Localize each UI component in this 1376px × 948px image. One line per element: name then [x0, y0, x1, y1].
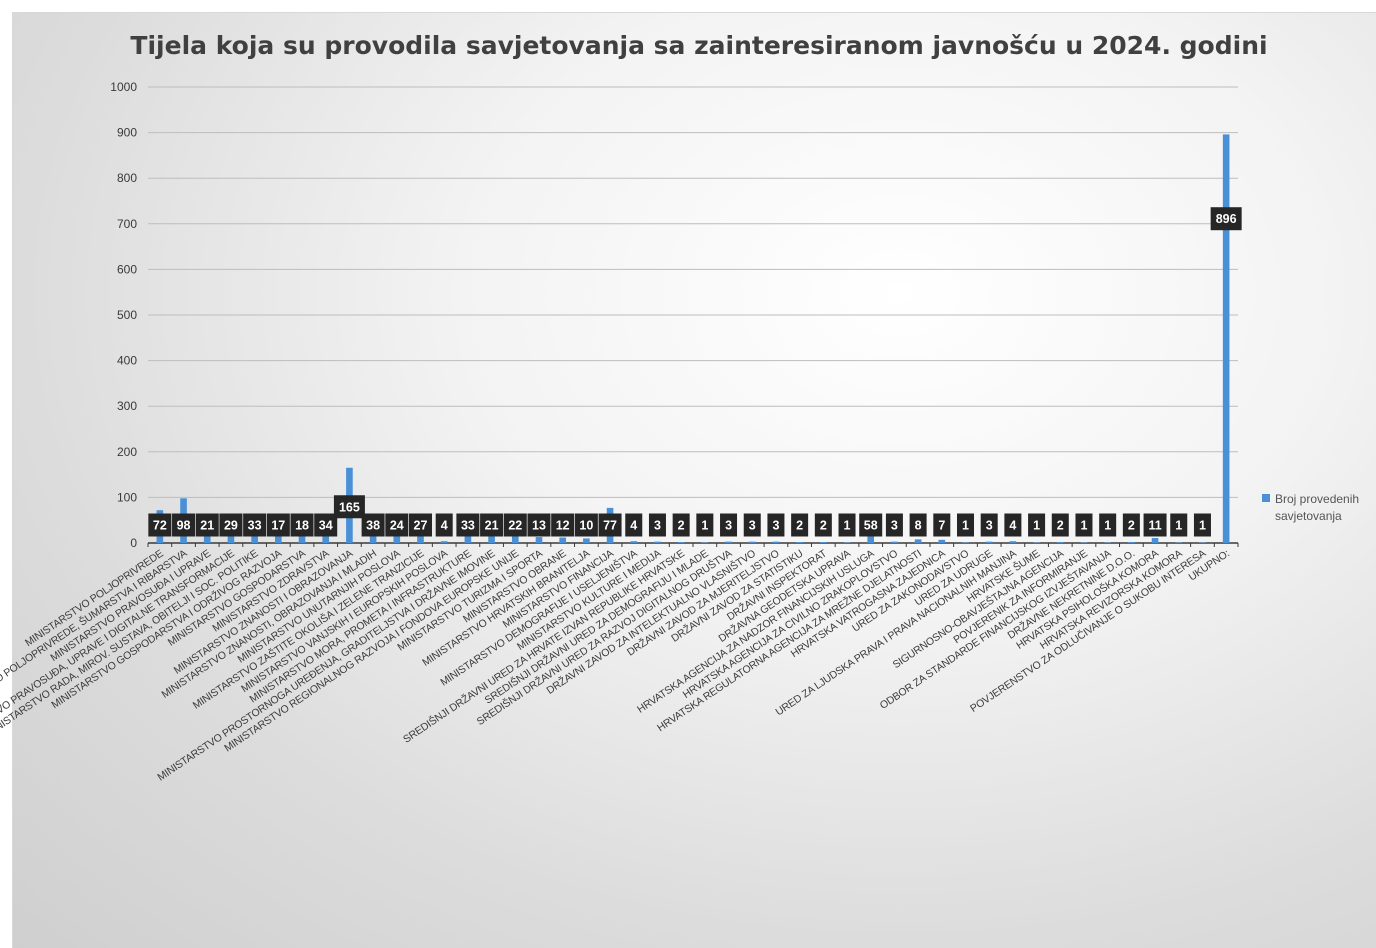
bar	[559, 538, 566, 543]
bar	[536, 537, 543, 543]
data-label: 21	[200, 519, 214, 533]
data-label: 3	[772, 519, 779, 533]
data-label: 13	[532, 519, 546, 533]
data-label: 3	[891, 519, 898, 533]
data-label: 58	[864, 519, 878, 533]
data-label: 33	[461, 519, 475, 533]
data-label: 2	[1057, 519, 1064, 533]
y-tick-label: 100	[117, 490, 137, 504]
data-label: 3	[986, 519, 993, 533]
data-label: 1	[1033, 519, 1040, 533]
bar	[725, 542, 732, 543]
bars	[157, 134, 1230, 543]
y-axis: 0 100 200 300 400 500 600 700 800 900 1000	[110, 80, 137, 550]
data-label: 24	[390, 519, 404, 533]
data-label: 1	[962, 519, 969, 533]
data-label: 38	[366, 519, 380, 533]
data-label: 8	[915, 519, 922, 533]
data-label: 72	[153, 519, 167, 533]
chart-title: Tijela koja su provodila savjetovanja sa…	[130, 31, 1267, 60]
data-label: 11	[1148, 519, 1161, 533]
bar	[654, 542, 661, 543]
bar	[441, 541, 448, 543]
data-label: 3	[725, 519, 732, 533]
data-label: 27	[414, 519, 428, 533]
data-label: 10	[579, 519, 593, 533]
bar	[773, 542, 780, 543]
bar	[1152, 538, 1159, 543]
bar	[1010, 541, 1017, 543]
data-label: 3	[749, 519, 756, 533]
legend: Broj provedenih savjetovanja	[1262, 492, 1359, 523]
bar	[915, 539, 922, 543]
data-label: 4	[441, 519, 448, 533]
bar	[678, 542, 685, 543]
data-label: 1	[1175, 519, 1182, 533]
y-tick-label: 900	[117, 126, 137, 140]
data-label: 33	[248, 519, 262, 533]
data-label: 4	[630, 519, 637, 533]
data-label: 4	[1009, 519, 1016, 533]
data-label: 1	[1199, 519, 1206, 533]
bar	[820, 542, 827, 543]
data-label: 896	[1216, 212, 1237, 226]
data-label: 1	[844, 519, 851, 533]
y-tick-label: 500	[117, 308, 137, 322]
legend-label-line-2: savjetovanja	[1275, 509, 1342, 523]
data-label: 2	[796, 519, 803, 533]
bar	[749, 542, 756, 543]
data-label: 1	[1081, 519, 1088, 533]
bar	[583, 538, 590, 543]
y-tick-label: 300	[117, 399, 137, 413]
legend-label: Broj provedenih savjetovanja	[1275, 492, 1359, 523]
gridlines	[148, 87, 1238, 543]
y-tick-label: 1000	[110, 80, 137, 94]
data-label: 2	[1128, 519, 1135, 533]
data-label: 77	[603, 519, 617, 533]
bar	[938, 540, 945, 543]
data-label: 1	[701, 519, 708, 533]
bar	[986, 542, 993, 543]
bar	[1057, 542, 1064, 543]
bar	[630, 541, 637, 543]
data-label: 18	[295, 519, 309, 533]
data-label: 165	[339, 500, 360, 514]
data-label: 1	[1104, 519, 1111, 533]
data-label: 17	[271, 519, 285, 533]
data-label: 21	[485, 519, 499, 533]
data-label: 2	[820, 519, 827, 533]
y-tick-label: 0	[130, 536, 137, 550]
legend-label-line-1: Broj provedenih	[1275, 492, 1359, 506]
data-label: 12	[556, 519, 570, 533]
y-tick-label: 200	[117, 445, 137, 459]
y-tick-label: 400	[117, 354, 137, 368]
y-tick-label: 800	[117, 171, 137, 185]
data-label: 22	[508, 519, 522, 533]
data-label: 2	[678, 519, 685, 533]
bar	[1128, 542, 1135, 543]
data-label: 34	[319, 519, 333, 533]
data-label: 29	[224, 519, 238, 533]
data-label: 7	[938, 519, 945, 533]
bar	[1223, 134, 1230, 543]
data-label: 3	[654, 519, 661, 533]
legend-swatch	[1262, 494, 1270, 502]
y-tick-label: 600	[117, 262, 137, 276]
y-tick-label: 700	[117, 217, 137, 231]
bar	[891, 542, 898, 543]
bar	[796, 542, 803, 543]
data-label: 98	[177, 519, 191, 533]
